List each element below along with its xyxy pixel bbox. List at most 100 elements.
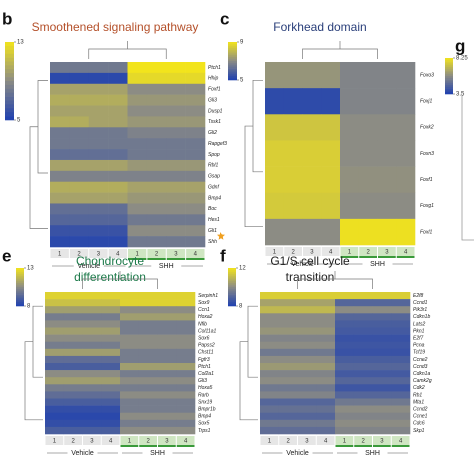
heatmap-cell: [335, 327, 355, 335]
column-label: 2: [291, 250, 295, 256]
row-label: Gli3: [198, 378, 207, 384]
heatmap-cell: [127, 236, 148, 248]
heatmap-cell: [166, 105, 186, 117]
heatmap-cell: [120, 306, 140, 314]
row-label: Spop: [208, 152, 220, 158]
column-label: 4: [116, 252, 120, 258]
heatmap-cell: [297, 419, 317, 428]
heatmap-cell: [391, 341, 411, 350]
heatmap-cell: [166, 192, 186, 204]
column-chip: [391, 436, 410, 445]
heatmap-cell: [138, 292, 158, 300]
heatmap-cell: [185, 236, 206, 248]
heatmap-cell: [185, 105, 206, 117]
heatmap-cell: [260, 412, 280, 421]
colorbar-step: [5, 88, 14, 93]
heatmap-cell: [260, 384, 280, 392]
row-label: Rarb: [198, 392, 209, 398]
colorbar-step: [445, 63, 453, 66]
heatmap-cell: [335, 370, 355, 378]
heatmap-cell: [377, 62, 397, 89]
heatmap-cell: [353, 384, 373, 392]
group-label: Vehicle: [291, 261, 314, 268]
heatmap-cell: [260, 341, 280, 350]
column-label: 3: [174, 252, 178, 258]
heatmap-cell: [108, 236, 128, 248]
row-label: E2f8: [413, 293, 424, 299]
group-label-bg: [282, 449, 313, 457]
heatmap-cell: [316, 299, 336, 307]
colorbar-step: [16, 273, 24, 276]
heatmap-cell: [353, 313, 373, 321]
heatmap-cell: [260, 426, 280, 435]
heatmap-cell: [50, 62, 70, 74]
heatmap-cell: [297, 426, 317, 435]
colorbar-step: [228, 292, 236, 295]
heatmap-cell: [69, 214, 90, 226]
heatmap-cell: [185, 62, 206, 74]
heatmap-cell: [45, 412, 65, 421]
row-dendrogram: [244, 79, 263, 228]
heatmap-cell: [278, 419, 298, 428]
colorbar-step: [228, 271, 236, 274]
row-label: Dusp1: [208, 108, 223, 114]
heatmap-cell: [45, 377, 65, 385]
panel-letter: c: [220, 9, 229, 28]
heatmap-cell: [353, 391, 373, 399]
heatmap-cell: [108, 192, 128, 204]
column-chip: [101, 436, 120, 445]
heatmap-cell: [120, 292, 140, 300]
heatmap-cell: [146, 127, 167, 139]
heatmap-cell: [127, 62, 148, 74]
heatmap-cell: [138, 299, 158, 307]
panel-title: differentiation: [74, 270, 146, 284]
heatmap-cell: [335, 313, 355, 321]
heatmap-cell: [88, 192, 109, 204]
heatmap-cell: [166, 116, 186, 128]
colorbar-step: [445, 70, 453, 73]
heatmap-cell: [321, 218, 341, 246]
colorbar-step: [445, 65, 453, 68]
heatmap-cell: [108, 127, 128, 139]
heatmap-cell: [278, 370, 298, 378]
row-label: Cdc6: [413, 421, 425, 427]
heatmap-cell: [176, 348, 196, 357]
heatmap-cell: [176, 341, 196, 350]
heatmap-cell: [396, 140, 416, 167]
heatmap-cell: [377, 88, 397, 115]
heatmap-cell: [166, 94, 186, 106]
heatmap-cell: [138, 384, 158, 392]
column-label: 3: [310, 250, 314, 256]
heatmap-cell: [391, 377, 411, 385]
colorbar-step: [16, 269, 24, 273]
column-chip: [158, 436, 176, 445]
colorbar-step: [228, 49, 237, 52]
colorbar-step: [228, 285, 236, 288]
heatmap-cell: [176, 391, 196, 399]
heatmap-cell: [278, 306, 298, 314]
panel-title: Forkhead domain: [273, 20, 366, 34]
column-label: 4: [329, 250, 333, 256]
heatmap-cell: [101, 313, 121, 321]
heatmap-cell: [340, 192, 360, 220]
heatmap-cell: [396, 62, 416, 89]
heatmap-cell: [82, 299, 102, 307]
heatmap-cell: [353, 334, 373, 342]
heatmap-cell: [260, 405, 280, 413]
heatmap-cell: [316, 377, 336, 385]
heatmap-cell: [45, 426, 65, 435]
heatmap-cell: [166, 236, 186, 248]
group-label: Vehicle: [71, 450, 94, 457]
heatmap-cell: [69, 83, 90, 95]
heatmap-cell: [45, 299, 65, 307]
heatmap-cell: [45, 391, 65, 399]
column-chip: [176, 436, 195, 445]
heatmap-cell: [69, 159, 90, 172]
heatmap-cell: [101, 299, 121, 307]
heatmap-cell: [120, 384, 140, 392]
colorbar-step: [5, 108, 14, 113]
row-label: Gli3: [208, 97, 217, 103]
heatmap-cell: [138, 313, 158, 321]
heatmap-cell: [176, 398, 196, 406]
heatmap-cell: [316, 370, 336, 378]
